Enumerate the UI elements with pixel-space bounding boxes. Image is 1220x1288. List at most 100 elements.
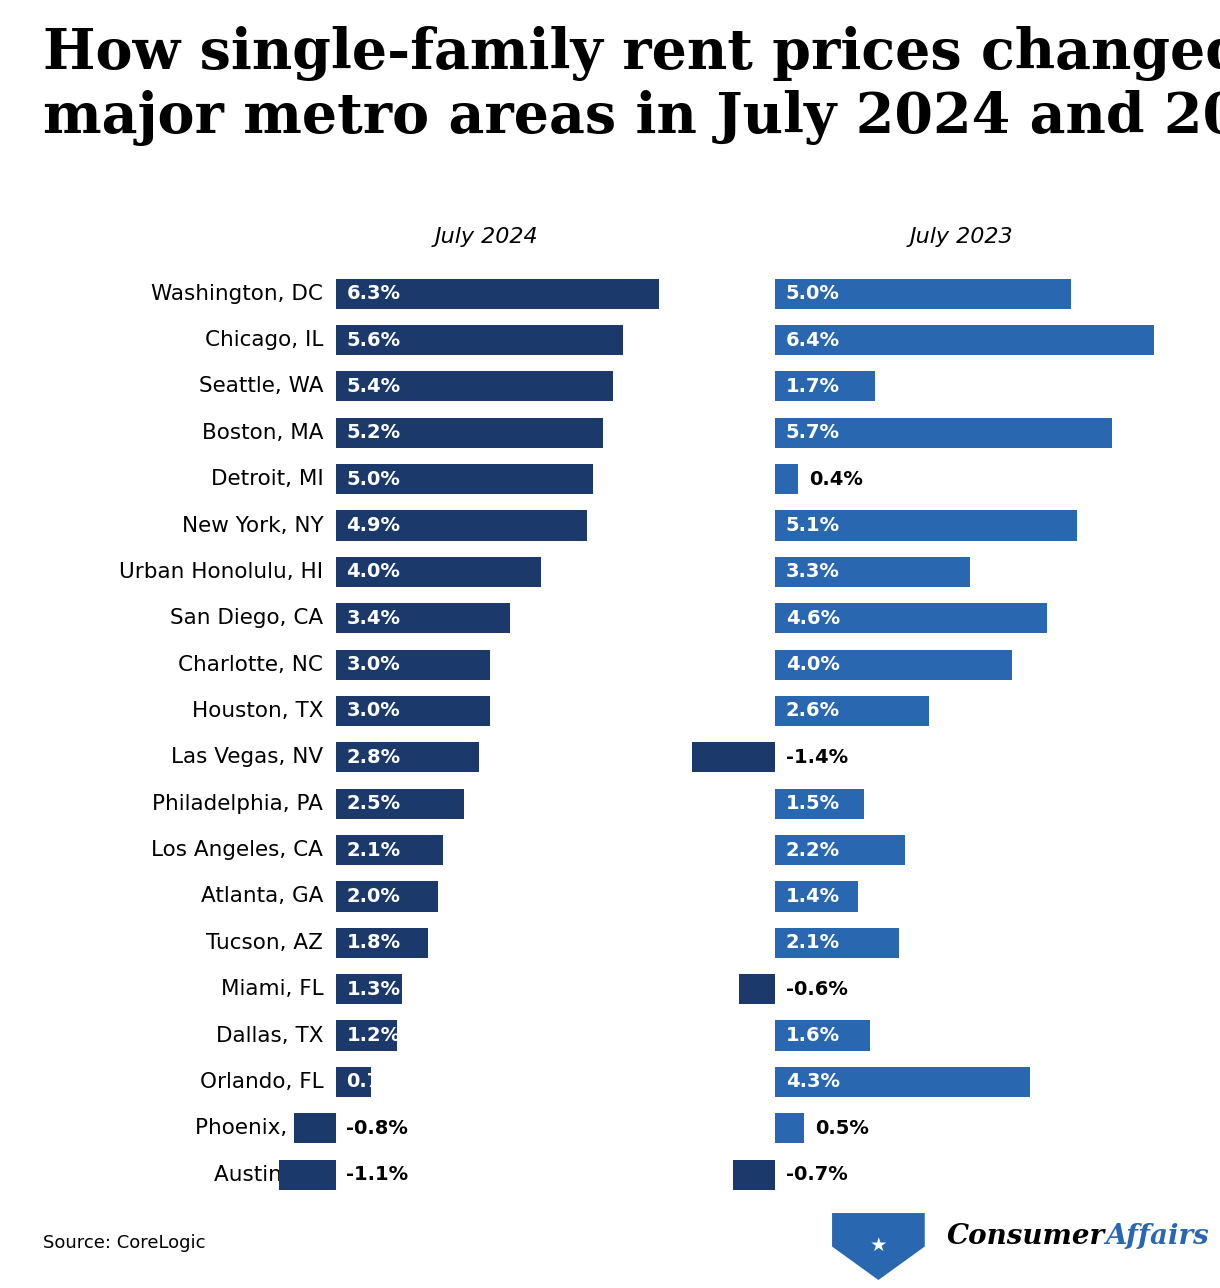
Text: Las Vegas, NV: Las Vegas, NV [171, 747, 323, 768]
Text: Source: CoreLogic: Source: CoreLogic [43, 1234, 205, 1252]
Text: -1.4%: -1.4% [786, 748, 848, 766]
Text: Detroit, MI: Detroit, MI [211, 469, 323, 489]
FancyBboxPatch shape [775, 649, 1011, 680]
FancyBboxPatch shape [775, 835, 905, 866]
Text: 1.7%: 1.7% [786, 377, 839, 395]
Text: 2.8%: 2.8% [346, 748, 400, 766]
Text: 4.0%: 4.0% [346, 563, 400, 581]
Text: 2.5%: 2.5% [346, 795, 400, 813]
FancyBboxPatch shape [775, 1020, 870, 1051]
Text: 2.0%: 2.0% [346, 887, 400, 905]
Text: Affairs: Affairs [1105, 1224, 1209, 1249]
Text: Miami, FL: Miami, FL [221, 979, 323, 999]
Text: New York, NY: New York, NY [182, 515, 323, 536]
FancyBboxPatch shape [733, 1159, 775, 1190]
FancyBboxPatch shape [336, 974, 403, 1005]
Text: -0.6%: -0.6% [786, 980, 848, 998]
FancyBboxPatch shape [775, 371, 876, 402]
Text: How single-family rent prices changed in 20: How single-family rent prices changed in… [43, 26, 1220, 81]
Text: 4.0%: 4.0% [786, 656, 839, 674]
FancyBboxPatch shape [775, 556, 970, 587]
Text: 3.4%: 3.4% [346, 609, 400, 627]
Text: July 2023: July 2023 [910, 227, 1013, 247]
Text: 2.6%: 2.6% [786, 702, 839, 720]
Text: Philadelphia, PA: Philadelphia, PA [152, 793, 323, 814]
Text: 6.4%: 6.4% [786, 331, 839, 349]
FancyBboxPatch shape [739, 974, 775, 1005]
Text: 1.2%: 1.2% [346, 1027, 400, 1045]
FancyBboxPatch shape [336, 927, 428, 958]
Text: 1.5%: 1.5% [786, 795, 839, 813]
FancyBboxPatch shape [336, 325, 623, 355]
Text: 2.2%: 2.2% [786, 841, 839, 859]
Text: 5.1%: 5.1% [786, 516, 839, 535]
FancyBboxPatch shape [336, 881, 438, 912]
FancyBboxPatch shape [692, 742, 775, 773]
FancyBboxPatch shape [336, 464, 593, 495]
Text: 0.4%: 0.4% [809, 470, 864, 488]
FancyBboxPatch shape [775, 510, 1077, 541]
Text: 1.8%: 1.8% [346, 934, 400, 952]
Text: Boston, MA: Boston, MA [201, 422, 323, 443]
Text: Washington, DC: Washington, DC [151, 283, 323, 304]
Text: Houston, TX: Houston, TX [192, 701, 323, 721]
FancyBboxPatch shape [775, 927, 899, 958]
Text: 5.4%: 5.4% [346, 377, 400, 395]
Text: Austin, TX: Austin, TX [214, 1164, 323, 1185]
Text: Charlotte, NC: Charlotte, NC [178, 654, 323, 675]
Polygon shape [832, 1213, 925, 1280]
Text: 2.1%: 2.1% [786, 934, 839, 952]
Text: -0.8%: -0.8% [346, 1119, 409, 1137]
FancyBboxPatch shape [775, 278, 1071, 309]
FancyBboxPatch shape [775, 464, 798, 495]
FancyBboxPatch shape [336, 788, 464, 819]
Text: Dallas, TX: Dallas, TX [216, 1025, 323, 1046]
Text: 5.0%: 5.0% [346, 470, 400, 488]
Text: 3.0%: 3.0% [346, 656, 400, 674]
Text: July 2024: July 2024 [434, 227, 538, 247]
FancyBboxPatch shape [279, 1159, 336, 1190]
Text: 4.3%: 4.3% [786, 1073, 839, 1091]
FancyBboxPatch shape [336, 742, 479, 773]
Text: -1.1%: -1.1% [346, 1166, 409, 1184]
Text: 2.1%: 2.1% [346, 841, 400, 859]
FancyBboxPatch shape [336, 556, 542, 587]
FancyBboxPatch shape [775, 417, 1113, 448]
Text: Tucson, AZ: Tucson, AZ [206, 933, 323, 953]
FancyBboxPatch shape [775, 881, 858, 912]
Text: 0.5%: 0.5% [815, 1119, 869, 1137]
Text: 3.0%: 3.0% [346, 702, 400, 720]
FancyBboxPatch shape [336, 278, 659, 309]
FancyBboxPatch shape [775, 1066, 1030, 1097]
FancyBboxPatch shape [336, 649, 489, 680]
Text: 1.3%: 1.3% [346, 980, 400, 998]
Text: Atlanta, GA: Atlanta, GA [201, 886, 323, 907]
FancyBboxPatch shape [775, 603, 1047, 634]
FancyBboxPatch shape [336, 510, 588, 541]
FancyBboxPatch shape [336, 371, 614, 402]
FancyBboxPatch shape [775, 1113, 804, 1144]
FancyBboxPatch shape [336, 696, 489, 726]
FancyBboxPatch shape [336, 603, 510, 634]
Text: Chicago, IL: Chicago, IL [205, 330, 323, 350]
Text: Orlando, FL: Orlando, FL [200, 1072, 323, 1092]
Text: 5.7%: 5.7% [786, 424, 839, 442]
Text: 4.9%: 4.9% [346, 516, 400, 535]
FancyBboxPatch shape [775, 788, 864, 819]
Text: 4.6%: 4.6% [786, 609, 839, 627]
Text: 6.3%: 6.3% [346, 285, 400, 303]
Text: major metro areas in July 2024 and 2023: major metro areas in July 2024 and 2023 [43, 90, 1220, 146]
FancyBboxPatch shape [336, 1066, 371, 1097]
Text: Consumer: Consumer [947, 1224, 1105, 1249]
Text: Phoenix, AZ: Phoenix, AZ [195, 1118, 323, 1139]
Text: San Diego, CA: San Diego, CA [170, 608, 323, 629]
Text: ★: ★ [870, 1236, 887, 1255]
Text: 5.0%: 5.0% [786, 285, 839, 303]
Text: 1.4%: 1.4% [786, 887, 839, 905]
Text: 1.6%: 1.6% [786, 1027, 839, 1045]
Text: 5.2%: 5.2% [346, 424, 400, 442]
FancyBboxPatch shape [336, 835, 444, 866]
Text: 3.3%: 3.3% [786, 563, 839, 581]
Text: -0.7%: -0.7% [786, 1166, 848, 1184]
FancyBboxPatch shape [294, 1113, 336, 1144]
